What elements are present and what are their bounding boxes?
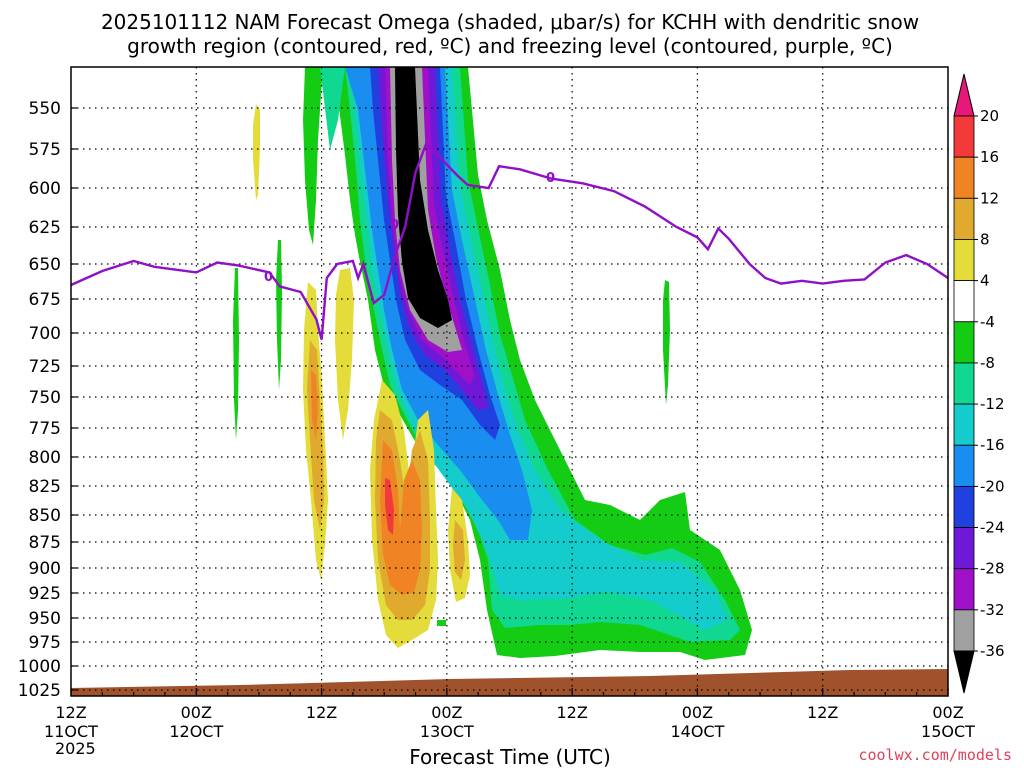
x-tick-date-1: 12OCT	[169, 722, 223, 741]
plot-area: 0 0 0	[71, 67, 948, 696]
omega-band-minus36	[395, 67, 452, 328]
x-tick-label-4: 12Z	[556, 703, 587, 722]
y-tick-label-650: 650	[29, 255, 61, 275]
freezing-label-3: 0	[390, 218, 399, 233]
y-tick-label-1000: 1000	[18, 657, 61, 677]
colorbar-label-2: 12	[980, 189, 999, 207]
y-tick-label-775: 775	[29, 419, 61, 439]
x-tick-label-1: 00Z	[181, 703, 212, 722]
y-tick-label-900: 900	[29, 559, 61, 579]
colorbar-label-11: -28	[980, 560, 1005, 578]
colorbar-band-11	[953, 568, 975, 611]
colorbar-band-7	[953, 403, 975, 446]
freezing-label-2: 0	[546, 171, 555, 186]
y-tick-label-625: 625	[29, 218, 61, 238]
colorbar-band-4	[953, 280, 975, 323]
y-tick-label-925: 925	[29, 584, 61, 604]
x-tick-label-3: 00Z	[431, 703, 462, 722]
colorbar-label-13: -36	[980, 642, 1005, 660]
omega-strip-4	[437, 620, 446, 626]
colorbar-band-3	[953, 239, 975, 282]
pressure-grid	[71, 67, 948, 696]
colorbar-label-12: -32	[980, 601, 1005, 619]
colorbar-band-5	[953, 321, 975, 364]
colorbar-band-10	[953, 527, 975, 570]
omega-pos-yellow-3	[335, 268, 354, 440]
freezing-level-line	[71, 142, 948, 340]
colorbar-band-9	[953, 485, 975, 528]
omega-pos-orange-1	[311, 370, 318, 440]
colorbar-band-8	[953, 444, 975, 487]
x-tick-date-7: 15OCT	[921, 722, 975, 741]
x-tick-date-5: 14OCT	[670, 722, 724, 741]
colorbar-label-4: 4	[980, 272, 990, 290]
y-tick-label-950: 950	[29, 609, 61, 629]
y-tick-label-600: 600	[29, 179, 61, 199]
omega-strip-2	[276, 240, 282, 390]
colorbar-band-1	[953, 156, 975, 199]
terrain	[71, 669, 948, 696]
y-axis: 550 575 600 625 650 675 700 725 750 775 800 825 850 8…	[18, 99, 77, 701]
x-tick-label-6: 12Z	[807, 703, 838, 722]
chart-title-line-2: growth region (contoured, red, ºC) and f…	[127, 34, 893, 58]
y-tick-label-550: 550	[29, 99, 61, 119]
y-tick-label-800: 800	[29, 448, 61, 468]
colorbar-band-12	[953, 609, 975, 652]
x-tick-date-3: 13OCT	[420, 722, 474, 741]
chart-title-line-1: 2025101112 NAM Forecast Omega (shaded, μ…	[101, 10, 919, 34]
colorbar-label-8: -16	[980, 436, 1005, 454]
colorbar-top-triangle	[953, 73, 975, 117]
colorbar-label-7: -12	[980, 395, 1005, 413]
y-tick-label-850: 850	[29, 506, 61, 526]
y-tick-label-700: 700	[29, 324, 61, 344]
y-tick-label-725: 725	[29, 357, 61, 377]
year-label: 2025	[55, 739, 96, 758]
x-tick-date-0: 11OCT	[44, 722, 98, 741]
x-tick-label-5: 00Z	[682, 703, 713, 722]
colorbar-label-5: -4	[980, 313, 995, 331]
colorbar-label-0: 20	[980, 107, 999, 125]
colorbar-bottom-triangle	[953, 650, 975, 694]
omega-pos-yellow-5	[253, 104, 260, 200]
y-tick-label-675: 675	[29, 290, 61, 310]
y-tick-label-1025: 1025	[18, 681, 61, 701]
y-tick-label-750: 750	[29, 388, 61, 408]
freezing-label-1: 0	[264, 270, 273, 285]
colorbar-label-1: 16	[980, 148, 999, 166]
credit-text: coolwx.com/models	[858, 746, 1012, 764]
colorbar-label-6: -8	[980, 354, 995, 372]
omega-shading	[233, 67, 752, 660]
colorbar-label-9: -20	[980, 477, 1005, 495]
x-axis-title: Forecast Time (UTC)	[409, 745, 611, 768]
x-tick-label-0: 12Z	[55, 703, 86, 722]
colorbar-band-0	[953, 115, 975, 158]
y-tick-label-825: 825	[29, 477, 61, 497]
omega-strip-3	[663, 280, 670, 405]
colorbar: 20 16 12 8 4 -4 -8 -12 -16 -20 -24 -28 -32 -36	[953, 73, 1005, 694]
colorbar-label-10: -24	[980, 519, 1005, 537]
omega-pos-orange-2	[380, 440, 422, 595]
y-tick-label-575: 575	[29, 140, 61, 160]
omega-pos-gold-3	[453, 520, 465, 580]
y-tick-label-975: 975	[29, 633, 61, 653]
colorbar-band-6	[953, 362, 975, 405]
omega-pos-red-1	[385, 478, 394, 535]
x-tick-label-2: 12Z	[306, 703, 337, 722]
colorbar-band-2	[953, 197, 975, 240]
colorbar-label-3: 8	[980, 230, 990, 248]
x-tick-label-7: 00Z	[932, 703, 963, 722]
y-tick-label-875: 875	[29, 533, 61, 553]
